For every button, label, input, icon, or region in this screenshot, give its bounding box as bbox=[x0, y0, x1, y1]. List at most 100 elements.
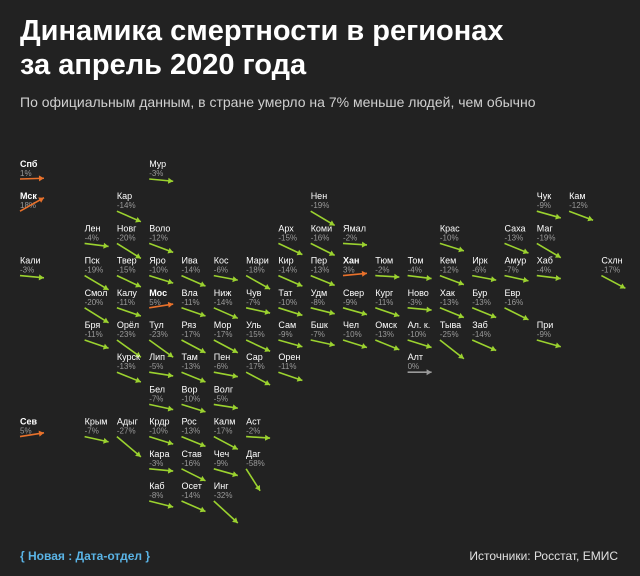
region-name: Бря bbox=[85, 320, 101, 330]
region-name: Лен bbox=[85, 223, 101, 233]
region-tile-55: Чел-10% bbox=[342, 320, 368, 349]
region-name: Калу bbox=[117, 288, 137, 298]
trend-arrow-head-icon bbox=[328, 220, 335, 226]
region-name: Осет bbox=[182, 481, 202, 491]
region-name: Яро bbox=[149, 256, 166, 266]
region-name: Омск bbox=[375, 320, 397, 330]
trend-arrow-head-icon bbox=[38, 430, 44, 437]
trend-arrow-head-icon bbox=[490, 276, 497, 283]
region-name: Крдр bbox=[149, 417, 169, 427]
region-name: Кир bbox=[278, 256, 293, 266]
region-name: Уль bbox=[246, 320, 261, 330]
region-value: -14% bbox=[278, 266, 297, 275]
region-value: -3% bbox=[408, 298, 422, 307]
region-name: Вор bbox=[182, 384, 198, 394]
region-value: -16% bbox=[505, 298, 524, 307]
trend-arrow-head-icon bbox=[199, 347, 206, 354]
region-tile-61: Курск-13% bbox=[116, 352, 142, 383]
region-value: -3% bbox=[149, 459, 163, 468]
trend-arrow-head-icon bbox=[167, 351, 174, 358]
region-name: Чук bbox=[537, 191, 551, 201]
trend-arrow-head-icon bbox=[361, 270, 367, 277]
region-tile-7: Лен-4% bbox=[84, 223, 109, 249]
region-value: -17% bbox=[182, 330, 201, 339]
region-tile-4: Нен-19% bbox=[310, 191, 336, 227]
trend-arrow-head-icon bbox=[231, 347, 238, 354]
region-name: Ива bbox=[182, 256, 198, 266]
region-name: Чув bbox=[246, 288, 261, 298]
title-line-1: Динамика смертности в регионах bbox=[20, 15, 504, 47]
region-name: Лип bbox=[149, 352, 165, 362]
region-name: Хак bbox=[440, 288, 455, 298]
region-name: Удм bbox=[311, 288, 327, 298]
region-value: -7% bbox=[311, 330, 325, 339]
region-tile-37: Ниж-14% bbox=[213, 288, 239, 320]
region-value: -9% bbox=[343, 298, 357, 307]
trend-arrow-head-icon bbox=[329, 341, 335, 348]
region-name: При bbox=[537, 320, 554, 330]
region-value: 1% bbox=[20, 169, 32, 178]
trend-arrow-head-icon bbox=[199, 377, 206, 383]
region-tile-83: Осет-14% bbox=[181, 481, 206, 513]
region-tile-39: Тат-10% bbox=[278, 288, 303, 317]
region-name: Вла bbox=[182, 288, 198, 298]
region-name: Пск bbox=[85, 256, 100, 266]
region-value: -8% bbox=[311, 298, 325, 307]
region-tile-73: Адыг-27% bbox=[116, 417, 142, 458]
sources-note: Источники: Росстат, ЕМИС bbox=[469, 549, 618, 563]
region-value: -8% bbox=[149, 491, 163, 500]
region-value: 18% bbox=[20, 201, 36, 210]
region-tile-60: При-9% bbox=[536, 320, 562, 349]
region-name: Став bbox=[182, 449, 203, 459]
trend-arrow-head-icon bbox=[232, 372, 238, 379]
region-value: -12% bbox=[149, 233, 168, 242]
trend-arrow-head-icon bbox=[458, 280, 464, 286]
region-value: -13% bbox=[182, 427, 201, 436]
region-name: Кос bbox=[214, 256, 229, 266]
trend-arrow-head-icon bbox=[393, 311, 400, 318]
region-value: -10% bbox=[408, 330, 427, 339]
region-name: Курск bbox=[117, 352, 140, 362]
region-name: Тул bbox=[149, 320, 164, 330]
trend-arrow-head-icon bbox=[490, 345, 497, 352]
trend-arrow-head-icon bbox=[135, 351, 141, 358]
region-tile-32: Схлн-17% bbox=[601, 256, 626, 290]
region-tile-69: Вор-10% bbox=[181, 384, 206, 414]
trend-arrow-head-icon bbox=[38, 274, 44, 281]
trend-arrow-head-icon bbox=[361, 343, 367, 349]
region-tile-82: Каб-8% bbox=[149, 481, 174, 509]
trend-arrow-head-icon bbox=[102, 317, 109, 323]
region-value: -32% bbox=[214, 491, 233, 500]
trend-arrow-head-icon bbox=[232, 517, 238, 523]
region-tile-18: Твер-15% bbox=[116, 256, 142, 288]
trend-arrow-head-icon bbox=[135, 216, 141, 223]
chart-title: Динамика смертности в регионах за апрель… bbox=[20, 14, 620, 82]
region-value: -2% bbox=[375, 266, 389, 275]
region-tile-41: Свер-9% bbox=[342, 288, 368, 317]
trend-arrow-head-icon bbox=[296, 375, 303, 382]
region-tile-54: Бшк-7% bbox=[310, 320, 335, 348]
region-tile-56: Омск-13% bbox=[374, 320, 400, 351]
trend-arrow-head-icon bbox=[361, 310, 367, 317]
trend-arrow-head-icon bbox=[296, 249, 303, 256]
region-tile-38: Чув-7% bbox=[245, 288, 271, 315]
region-value: -10% bbox=[278, 298, 297, 307]
trend-arrow-line bbox=[439, 339, 465, 360]
region-name: Маг bbox=[537, 223, 554, 233]
region-name: Сев bbox=[20, 417, 38, 427]
region-value: -13% bbox=[472, 298, 491, 307]
region-tile-68: Бел-7% bbox=[149, 384, 174, 412]
region-name: Адыг bbox=[117, 417, 139, 427]
region-tile-44: Хак-13% bbox=[439, 288, 465, 319]
trend-arrow-head-icon bbox=[490, 312, 497, 319]
trend-arrow-head-icon bbox=[361, 241, 367, 248]
region-tile-20: Ива-14% bbox=[181, 256, 206, 287]
region-name: Сар bbox=[246, 352, 263, 362]
trend-arrow-head-icon bbox=[329, 309, 335, 316]
region-value: -4% bbox=[537, 266, 551, 275]
region-value: -15% bbox=[117, 266, 136, 275]
region-value: -5% bbox=[149, 362, 163, 371]
trend-arrow-head-icon bbox=[135, 377, 141, 383]
